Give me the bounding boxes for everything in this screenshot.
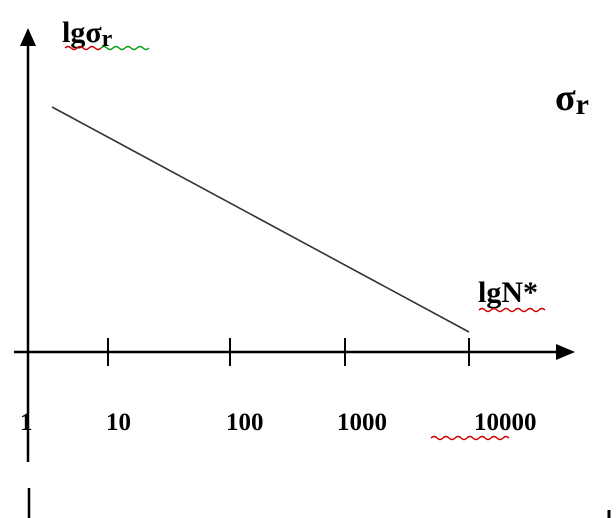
x-axis-arrow-icon xyxy=(556,344,575,360)
side-sigma-label: σr xyxy=(555,77,589,121)
x-tick-label-1: 1 xyxy=(20,409,33,436)
x-ticks xyxy=(107,338,470,366)
y-axis-label: lgσr xyxy=(62,16,113,52)
x-tick-label-1000: 1000 xyxy=(337,409,387,436)
x-tick-label-100: 100 xyxy=(226,409,264,436)
y-axis-arrow-icon xyxy=(20,28,36,46)
series-line xyxy=(51,106,470,333)
x-label-spell-red xyxy=(478,307,546,313)
y-label-spell-green xyxy=(100,45,150,51)
x-tick-label-10: 10 xyxy=(106,409,131,436)
x-tick-label-10000: 10000 xyxy=(474,409,537,436)
y-label-spell-red xyxy=(64,45,102,51)
x-axis-label: lgN* xyxy=(478,276,538,309)
x-tick-labels: 1 10 100 1000 10000 xyxy=(20,409,537,436)
tick-10000-spell-red xyxy=(430,435,510,441)
